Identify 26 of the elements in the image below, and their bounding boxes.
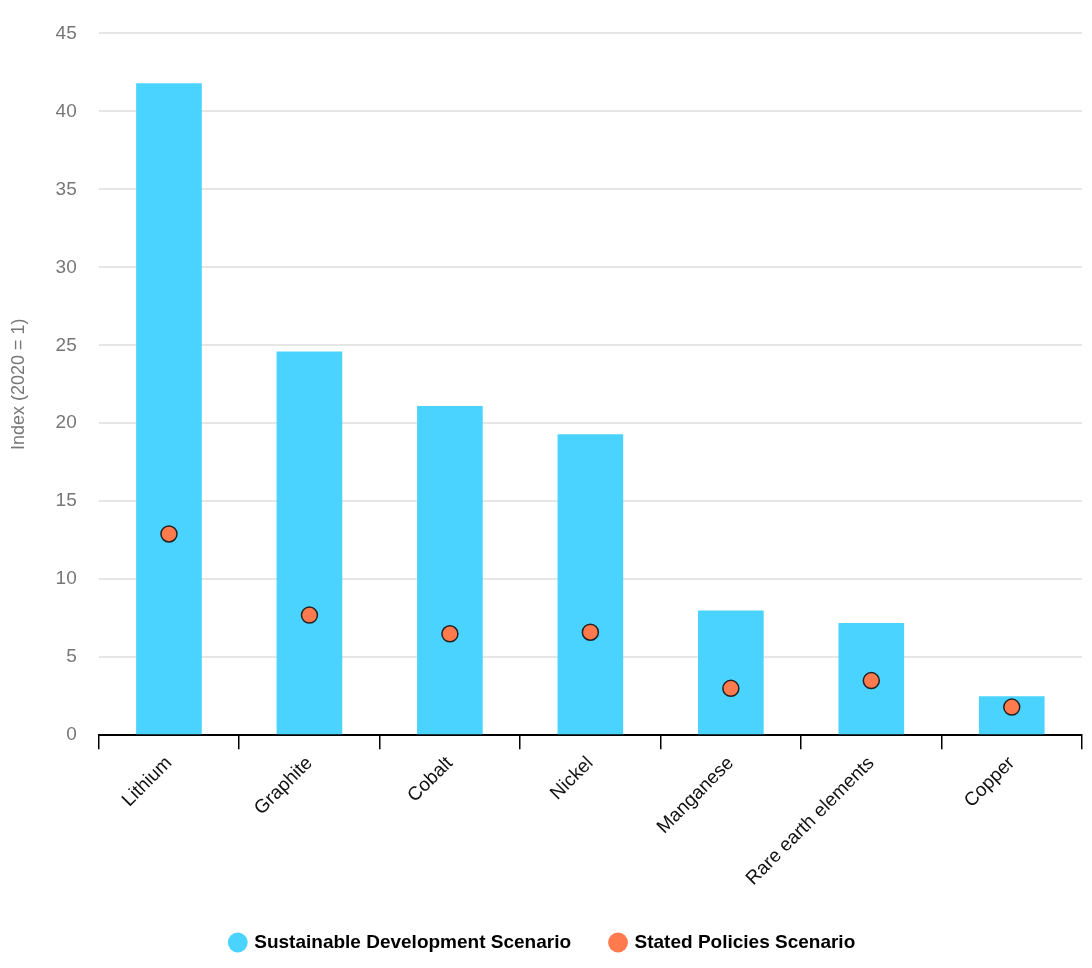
- y-tick-label: 45: [55, 21, 77, 43]
- y-tick-label: 5: [66, 645, 77, 667]
- legend-label: Stated Policies Scenario: [634, 930, 856, 952]
- y-tick-label: 15: [55, 489, 77, 511]
- point: [722, 679, 740, 698]
- point: [862, 671, 881, 690]
- point: [300, 606, 319, 624]
- point: [441, 625, 459, 643]
- y-tick-label: 30: [55, 255, 77, 277]
- bar: [698, 610, 764, 735]
- y-tick-label: 20: [55, 411, 77, 433]
- bar: [276, 351, 343, 735]
- legend-label: Sustainable Development Scenario: [254, 930, 572, 952]
- point: [581, 623, 600, 641]
- y-tick-label: 25: [55, 333, 77, 355]
- y-axis-title: Index (2020 = 1): [7, 318, 28, 451]
- y-tick-label: 40: [55, 99, 77, 121]
- y-tick-label: 35: [55, 177, 77, 199]
- bar: [417, 406, 483, 735]
- bar: [978, 696, 1045, 735]
- bar: [136, 83, 202, 735]
- y-tick-label: 0: [66, 723, 77, 745]
- bar: [557, 434, 624, 735]
- bar: [838, 622, 905, 735]
- point: [160, 525, 178, 543]
- y-tick-label: 10: [55, 567, 77, 589]
